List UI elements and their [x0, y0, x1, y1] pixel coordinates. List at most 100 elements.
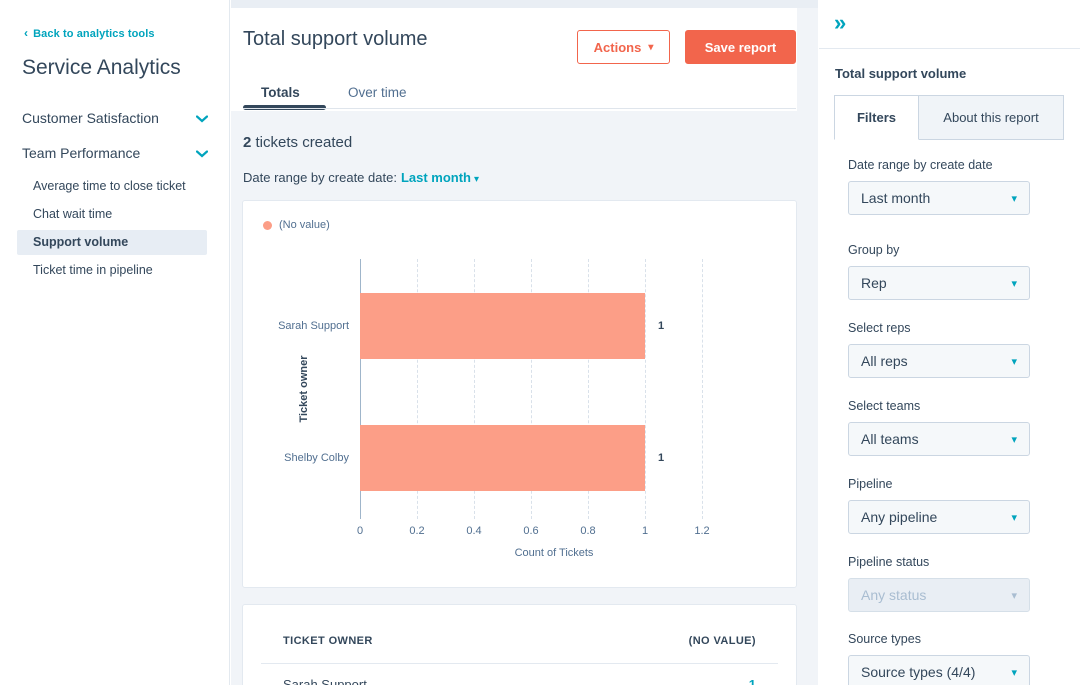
summary-line: 2 tickets created: [243, 134, 352, 151]
x-tick-label: 0: [356, 525, 364, 537]
x-tick-label: 0.2: [409, 525, 425, 537]
sidebar-item-customer-satisfaction[interactable]: Customer Satisfaction: [22, 106, 209, 130]
save-report-button[interactable]: Save report: [685, 30, 796, 64]
sidebar-item-ticket-time-in-pipeline[interactable]: Ticket time in pipeline: [33, 263, 153, 277]
report-header: Total support volume Actions ▾ Save repo…: [231, 8, 797, 111]
bar-shelby-colby[interactable]: [360, 425, 645, 491]
tab-totals[interactable]: Totals: [261, 85, 300, 100]
table-header-row: TICKET OWNER (NO VALUE): [283, 635, 756, 647]
left-sidebar: ‹ Back to analytics tools Service Analyti…: [0, 0, 230, 685]
caret-down-icon: ▾: [1011, 277, 1017, 290]
collapse-panel-icon[interactable]: »: [834, 10, 847, 35]
select-value: Source types (4/4): [861, 664, 976, 680]
save-report-label: Save report: [704, 39, 777, 55]
filter-label: Source types: [848, 632, 921, 646]
category-label-sarah-support: Sarah Support: [278, 320, 349, 332]
date-range-label: Date range by create date:: [243, 170, 397, 185]
x-tick-label: 0.4: [466, 525, 482, 537]
right-panel: » Total support volume Filters About thi…: [819, 0, 1080, 685]
x-axis-title: Count of Tickets: [514, 547, 594, 559]
chevron-down-icon: [195, 145, 209, 161]
x-tick-label: 1: [641, 525, 649, 537]
table-cell-owner: Sarah Support: [283, 677, 367, 685]
caret-down-icon: ▾: [648, 41, 654, 53]
group-by-select[interactable]: Rep ▾: [848, 266, 1030, 300]
select-reps-select[interactable]: All reps ▾: [848, 344, 1030, 378]
active-tab-underline: [243, 105, 326, 110]
caret-down-icon: ▾: [1011, 355, 1017, 368]
nav-section-label: Customer Satisfaction: [22, 110, 159, 126]
main-content: Total support volume Actions ▾ Save repo…: [231, 0, 818, 685]
gridline: [531, 259, 532, 519]
x-axis-ticks: 0 0.2 0.4 0.6 0.8 1 1.2: [356, 525, 748, 539]
actions-button[interactable]: Actions ▾: [577, 30, 670, 64]
legend-label: (No value): [279, 219, 330, 231]
report-title: Total support volume: [243, 28, 428, 50]
gridline: [645, 259, 646, 519]
sidebar-item-team-performance[interactable]: Team Performance: [22, 141, 209, 165]
caret-down-icon: ▾: [1011, 589, 1017, 602]
panel-title: Total support volume: [835, 66, 967, 81]
caret-down-icon[interactable]: ▾: [474, 174, 480, 185]
y-axis-title: Ticket owner: [298, 355, 310, 423]
pipeline-status-select: Any status ▾: [848, 578, 1030, 612]
select-value: Last month: [861, 190, 931, 206]
chevron-down-icon: [195, 110, 209, 126]
bar-value-label: 1: [658, 320, 665, 332]
select-teams-select[interactable]: All teams ▾: [848, 422, 1030, 456]
filter-select-reps: Select reps All reps ▾: [848, 321, 1030, 378]
filter-source-types: Source types Source types (4/4) ▾: [848, 632, 1030, 685]
gridline: [588, 259, 589, 519]
filter-label: Date range by create date: [848, 158, 993, 172]
tab-over-time[interactable]: Over time: [348, 85, 407, 100]
nav-section-label: Team Performance: [22, 145, 141, 161]
category-label-shelby-colby: Shelby Colby: [284, 452, 349, 464]
caret-down-icon: ▾: [1011, 433, 1017, 446]
table-header-divider: [261, 663, 778, 664]
select-value: All teams: [861, 431, 919, 447]
tab-divider: [243, 108, 796, 109]
filter-label: Select teams: [848, 399, 921, 413]
data-table-card: TICKET OWNER (NO VALUE) Sarah Support 1: [242, 604, 797, 685]
bar-chart-plot: Sarah Support Shelby Colby Ticket owner …: [278, 259, 748, 559]
pipeline-select[interactable]: Any pipeline ▾: [848, 500, 1030, 534]
back-link[interactable]: ‹ Back to analytics tools: [24, 26, 155, 40]
chart-card: (No value) Sarah Support Shelby Colby Ti…: [242, 200, 797, 588]
gridline: [417, 259, 418, 519]
bar-value-label: 1: [658, 452, 665, 464]
date-range-dropdown[interactable]: Last month: [400, 170, 471, 185]
tab-about-this-report[interactable]: About this report: [918, 95, 1064, 140]
filter-label: Group by: [848, 243, 900, 257]
filter-pipeline-status: Pipeline status Any status ▾: [848, 555, 1030, 612]
page-title: Service Analytics: [22, 56, 181, 79]
filter-select-teams: Select teams All teams ▾: [848, 399, 1030, 456]
actions-button-label: Actions: [593, 39, 642, 55]
chevron-left-icon: ‹: [24, 26, 29, 40]
filter-pipeline: Pipeline Any pipeline ▾: [848, 477, 1030, 534]
select-value: Rep: [861, 275, 887, 291]
tab-filters[interactable]: Filters: [834, 95, 919, 140]
panel-divider: [819, 48, 1080, 49]
sidebar-item-chat-wait-time[interactable]: Chat wait time: [33, 207, 113, 221]
filter-group-by: Group by Rep ▾: [848, 243, 1030, 300]
table-cell-value: 1: [748, 677, 756, 685]
filter-label: Pipeline status: [848, 555, 930, 569]
filter-date-range: Date range by create date Last month ▾: [848, 158, 1030, 215]
y-axis-line: [360, 259, 361, 519]
sidebar-item-support-volume[interactable]: Support volume: [17, 230, 207, 255]
source-types-select[interactable]: Source types (4/4) ▾: [848, 655, 1030, 685]
filter-label: Select reps: [848, 321, 911, 335]
filter-label: Pipeline: [848, 477, 893, 491]
caret-down-icon: ▾: [1011, 192, 1017, 205]
date-range-select[interactable]: Last month ▾: [848, 181, 1030, 215]
select-value: All reps: [861, 353, 908, 369]
chart-legend-item[interactable]: (No value): [263, 219, 330, 231]
bar-sarah-support[interactable]: [360, 293, 645, 359]
gridline: [702, 259, 703, 519]
ticket-count: 2: [243, 134, 252, 151]
sidebar-item-average-time-to-close-ticket[interactable]: Average time to close ticket: [33, 179, 186, 193]
x-tick-label: 1.2: [694, 525, 710, 537]
table-row: Sarah Support 1: [283, 677, 756, 685]
gridline: [474, 259, 475, 519]
